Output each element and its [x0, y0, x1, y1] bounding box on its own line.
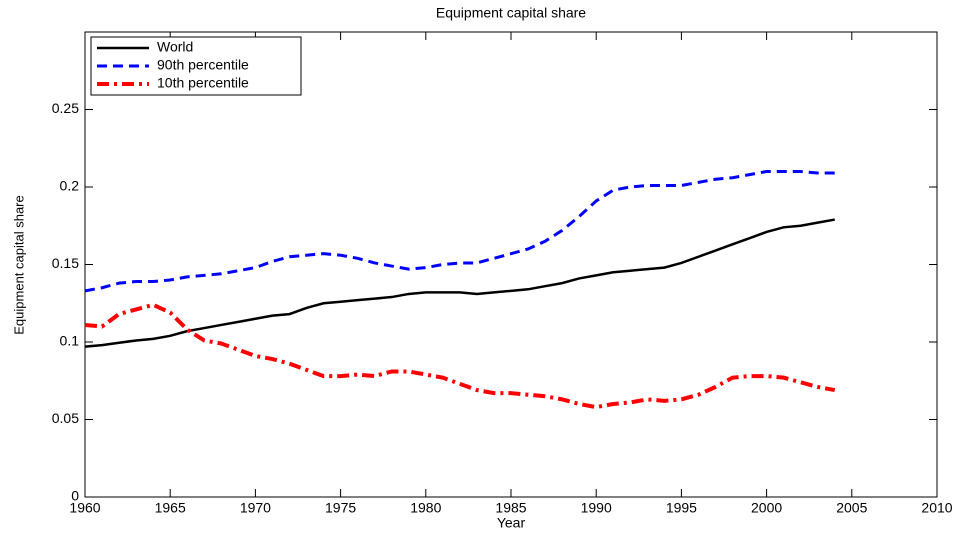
chart-title: Equipment capital share: [436, 5, 586, 21]
y-tick-label: 0.1: [60, 333, 80, 349]
series-line: [84, 170, 835, 293]
legend-label: 90th percentile: [157, 57, 249, 73]
x-tick-label: 1965: [155, 500, 186, 516]
x-tick-label: 2005: [836, 500, 867, 516]
plot-frame: [84, 31, 938, 498]
legend-label: World: [157, 39, 193, 55]
y-tick-label: 0.05: [52, 410, 79, 426]
x-tick-label: 1990: [581, 500, 612, 516]
x-tick-label: 1975: [325, 500, 356, 516]
legend-label: 10th percentile: [157, 75, 249, 91]
x-axis-label: Year: [497, 515, 526, 531]
series-line: [84, 218, 835, 348]
x-tick-label: 1970: [240, 500, 271, 516]
x-tick-label: 1985: [495, 500, 526, 516]
y-tick-label: 0.25: [52, 100, 79, 116]
x-tick-label: 2010: [921, 500, 952, 516]
x-tick-label: 2000: [751, 500, 782, 516]
y-axis-label: Equipment capital share: [11, 195, 26, 334]
y-tick-label: 0: [71, 488, 79, 504]
x-tick-label: 1960: [69, 500, 100, 516]
x-tick-label: 1995: [666, 500, 697, 516]
series-line: [84, 302, 836, 410]
x-tick-label: 1980: [410, 500, 441, 516]
y-tick-label: 0.15: [52, 255, 79, 271]
legend-box: [90, 36, 302, 96]
y-tick-label: 0.2: [60, 178, 80, 194]
